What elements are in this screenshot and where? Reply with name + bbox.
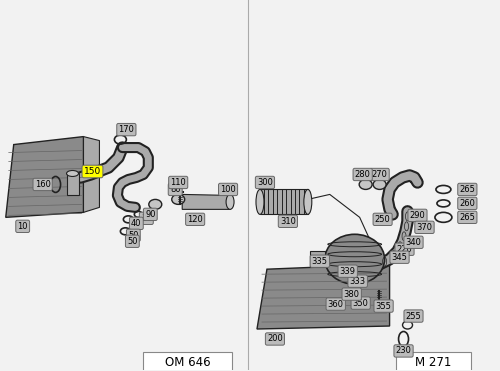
Text: 250: 250 bbox=[374, 215, 390, 224]
Text: 100: 100 bbox=[220, 185, 236, 194]
Text: 150: 150 bbox=[84, 167, 101, 176]
Ellipse shape bbox=[226, 194, 234, 209]
Text: 260: 260 bbox=[460, 199, 475, 208]
Text: 30: 30 bbox=[141, 214, 152, 223]
Text: 380: 380 bbox=[344, 290, 359, 299]
Text: 90: 90 bbox=[145, 210, 156, 219]
Text: 255: 255 bbox=[406, 312, 421, 321]
Text: 265: 265 bbox=[460, 185, 475, 194]
Text: 355: 355 bbox=[376, 302, 392, 311]
Text: 333: 333 bbox=[350, 277, 366, 286]
Text: 230: 230 bbox=[396, 347, 411, 355]
Polygon shape bbox=[84, 137, 100, 212]
Polygon shape bbox=[6, 137, 84, 217]
Ellipse shape bbox=[373, 180, 386, 190]
Bar bbox=[66, 174, 78, 196]
Text: 350: 350 bbox=[352, 299, 368, 308]
Text: 50: 50 bbox=[127, 237, 138, 246]
Polygon shape bbox=[310, 251, 325, 267]
Text: 340: 340 bbox=[406, 238, 421, 247]
Polygon shape bbox=[182, 194, 230, 209]
Text: 10: 10 bbox=[18, 222, 28, 231]
FancyBboxPatch shape bbox=[144, 352, 232, 371]
Text: 310: 310 bbox=[280, 217, 296, 226]
Text: 200: 200 bbox=[267, 335, 283, 344]
Text: 110: 110 bbox=[170, 178, 186, 187]
Text: 370: 370 bbox=[416, 223, 432, 232]
Ellipse shape bbox=[325, 234, 384, 284]
Ellipse shape bbox=[256, 190, 264, 214]
Text: OM 646: OM 646 bbox=[165, 357, 210, 370]
Text: 160: 160 bbox=[34, 180, 50, 189]
Text: 335: 335 bbox=[312, 257, 328, 266]
Text: 290: 290 bbox=[410, 211, 426, 220]
FancyBboxPatch shape bbox=[396, 352, 471, 371]
Text: 300: 300 bbox=[257, 178, 273, 187]
Text: 170: 170 bbox=[118, 125, 134, 134]
Text: 265: 265 bbox=[460, 213, 475, 222]
Text: 120: 120 bbox=[188, 215, 203, 224]
Ellipse shape bbox=[66, 171, 78, 177]
Text: 280: 280 bbox=[354, 170, 370, 179]
Text: 339: 339 bbox=[340, 267, 355, 276]
Text: 40: 40 bbox=[131, 219, 141, 228]
Polygon shape bbox=[260, 190, 308, 214]
Ellipse shape bbox=[149, 199, 162, 209]
Ellipse shape bbox=[359, 180, 372, 190]
Text: 50: 50 bbox=[128, 231, 138, 240]
Text: 360: 360 bbox=[328, 300, 344, 309]
Text: M 271: M 271 bbox=[416, 357, 452, 370]
Text: 220: 220 bbox=[396, 245, 412, 254]
Text: 270: 270 bbox=[372, 170, 388, 179]
Ellipse shape bbox=[304, 190, 312, 214]
Text: 80: 80 bbox=[170, 185, 180, 194]
Text: 345: 345 bbox=[392, 253, 407, 262]
Polygon shape bbox=[257, 264, 390, 329]
Ellipse shape bbox=[172, 194, 184, 204]
